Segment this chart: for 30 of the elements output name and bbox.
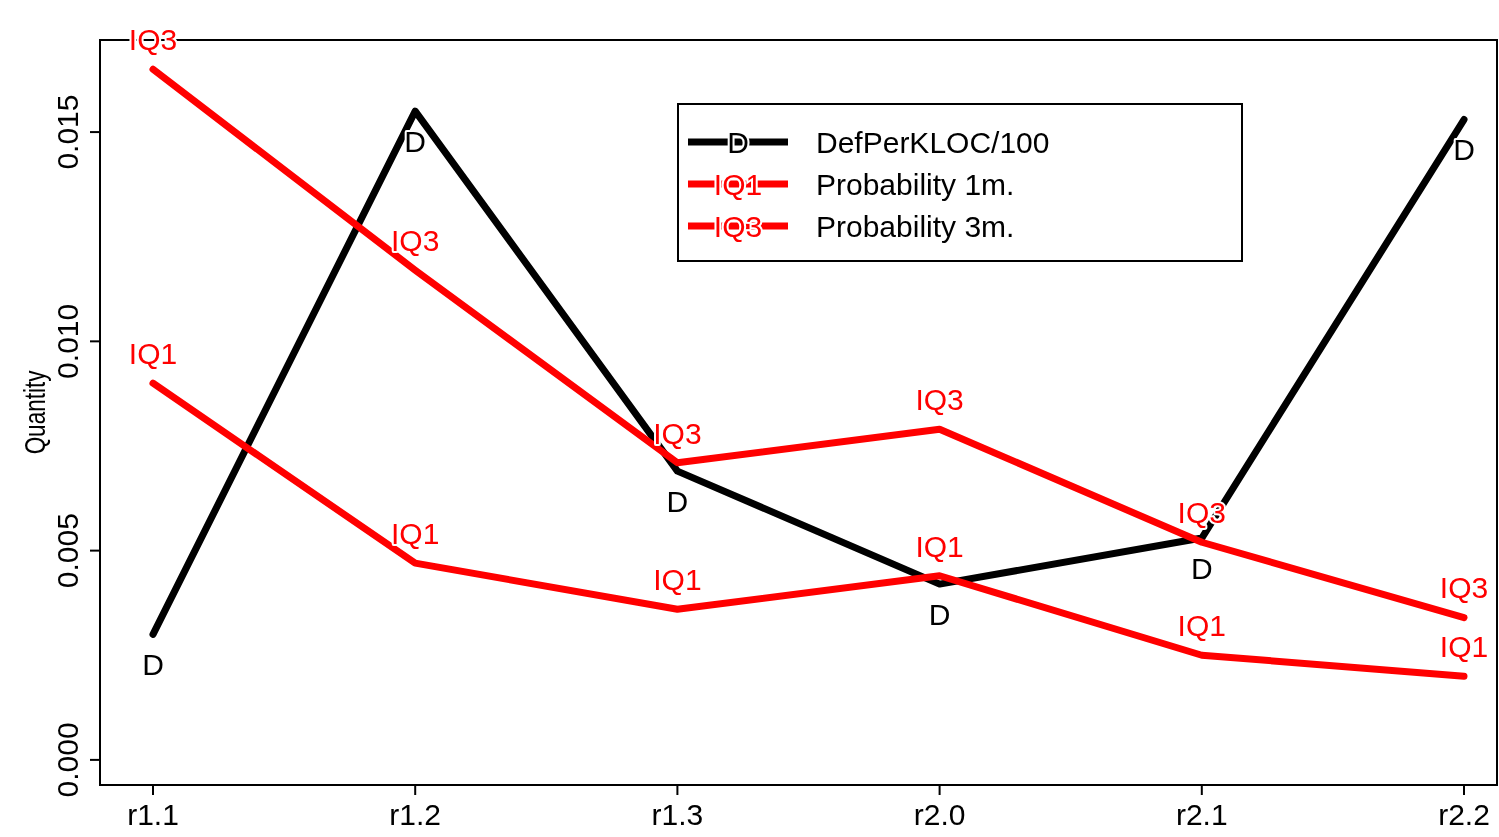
y-tick-label: 0.000 (51, 722, 84, 798)
data-label: IQ3 (653, 416, 702, 450)
x-tick-label: r2.1 (1175, 798, 1228, 831)
data-label: IQ3 (1439, 571, 1489, 605)
y-tick-label: 0.010 (51, 303, 84, 379)
data-label: D (1190, 551, 1213, 585)
x-tick-label: r1.1 (127, 798, 179, 831)
data-label: IQ1 (1177, 609, 1226, 643)
legend-label: DefPerKLOC/100 (816, 125, 1050, 159)
data-label: D (1453, 133, 1475, 167)
x-tick-label: r2.0 (913, 798, 966, 831)
data-label: D (142, 648, 164, 682)
y-tick-label: 0.015 (51, 94, 84, 170)
data-label: IQ1 (391, 516, 440, 550)
y-tick-label: 0.005 (51, 513, 84, 589)
data-label: IQ1 (1439, 629, 1489, 663)
data-label: IQ1 (915, 529, 964, 563)
x-tick-label: r1.3 (651, 798, 704, 831)
data-label: D (404, 124, 427, 158)
y-axis-title: Quantity (17, 370, 52, 455)
data-label: IQ1 (653, 563, 702, 597)
legend-label: Probability 3m. (816, 209, 1015, 243)
data-label: IQ1 (128, 337, 178, 370)
data-label: D (666, 484, 689, 518)
data-label: IQ3 (391, 224, 440, 257)
data-label: IQ3 (915, 383, 964, 417)
x-tick-label: r1.2 (389, 798, 442, 831)
legend-label: Probability 1m. (816, 167, 1015, 201)
data-label: D (928, 597, 951, 631)
x-tick-label: r2.2 (1438, 798, 1490, 831)
